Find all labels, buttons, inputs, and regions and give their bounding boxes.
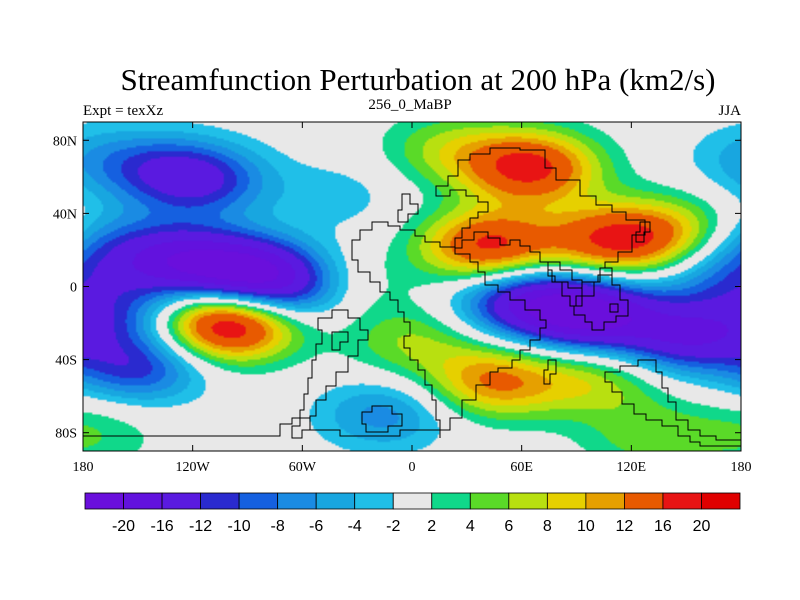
- colorbar-label: 2: [427, 518, 436, 535]
- map-panel: [82, 121, 742, 452]
- colorbar-label: -20: [112, 518, 135, 535]
- coastline-antarctic-island: [361, 405, 403, 433]
- coastline-greenland: [397, 193, 419, 223]
- colorbar-swatch: [469, 492, 510, 510]
- center-label: 256_0_MaBP: [368, 97, 451, 113]
- colorbar-label: 20: [693, 518, 711, 535]
- y-tick-label: 80S: [55, 427, 77, 442]
- colorbar-swatch: [315, 492, 356, 510]
- coastline-antarctica: [83, 417, 440, 437]
- coastline-borneo: [609, 303, 619, 313]
- coastline-japan: [635, 221, 651, 243]
- colorbar-swatch: [508, 492, 548, 510]
- colorbar-swatch: [392, 492, 433, 510]
- colorbar-label: 8: [543, 518, 552, 535]
- coastline-madagascar: [543, 359, 557, 385]
- colorbar-label: 4: [466, 518, 475, 535]
- y-tick-label: 0: [70, 281, 77, 296]
- colorbar-label: 16: [654, 518, 672, 535]
- chart-title: Streamfunction Perturbation at 200 hPa (…: [121, 62, 716, 97]
- colorbar-swatch: [277, 492, 317, 510]
- colorbar-swatch: [200, 492, 240, 510]
- colorbar-label: -8: [271, 518, 285, 535]
- left-label: Expt = texXz: [83, 103, 163, 119]
- x-tick-label: 0: [409, 460, 416, 475]
- coastline-africa: [351, 221, 547, 438]
- colorbar-label: -12: [189, 518, 212, 535]
- colorbar-swatch: [624, 492, 664, 510]
- x-tick-label: 60E: [510, 460, 533, 475]
- x-tick-label: 180: [731, 460, 752, 475]
- colorbar-label: -16: [150, 518, 173, 535]
- colorbar-swatch: [662, 492, 702, 510]
- colorbar-label: -6: [309, 518, 323, 535]
- coastline-se-asia: [573, 267, 629, 331]
- y-tick-label: 40S: [55, 354, 77, 369]
- colorbar-swatch: [585, 492, 625, 510]
- x-axis: 180 120W 60W 0 60E 120E 180: [73, 122, 752, 475]
- x-tick-label: 120W: [176, 460, 211, 475]
- colorbar: -20 -16 -12 -10 -8 -6 -4 -2 2 4 6 8 10 12 16 20: [84, 492, 741, 535]
- coastline-south-america: [291, 309, 369, 439]
- colorbar-swatch: [431, 492, 471, 510]
- x-tick-label: 180: [73, 460, 94, 475]
- colorbar-label: -4: [348, 518, 362, 535]
- colorbar-swatch: [238, 492, 279, 510]
- colorbar-swatch: [123, 492, 163, 510]
- colorbar-swatch: [354, 492, 394, 510]
- y-tick-label: 40N: [53, 207, 77, 222]
- colorbar-swatch: [84, 492, 124, 510]
- y-axis: 80N 40N 0 40S 80S: [53, 134, 741, 442]
- x-tick-label: 60W: [289, 460, 317, 475]
- colorbar-swatch: [701, 492, 741, 510]
- right-label: JJA: [718, 103, 741, 119]
- colorbar-label: -2: [386, 518, 400, 535]
- colorbar-label: 10: [577, 518, 595, 535]
- coastline-eurasia: [435, 147, 646, 289]
- colorbar-label: -10: [228, 518, 251, 535]
- colorbar-label: 6: [504, 518, 513, 535]
- y-tick-label: 80N: [53, 134, 77, 149]
- x-tick-label: 120E: [617, 460, 647, 475]
- colorbar-label: 12: [616, 518, 634, 535]
- coastline-sa-inner: [331, 331, 349, 351]
- streamfunction-field: [83, 122, 741, 451]
- colorbar-swatch: [161, 492, 201, 510]
- colorbar-swatch: [546, 492, 587, 510]
